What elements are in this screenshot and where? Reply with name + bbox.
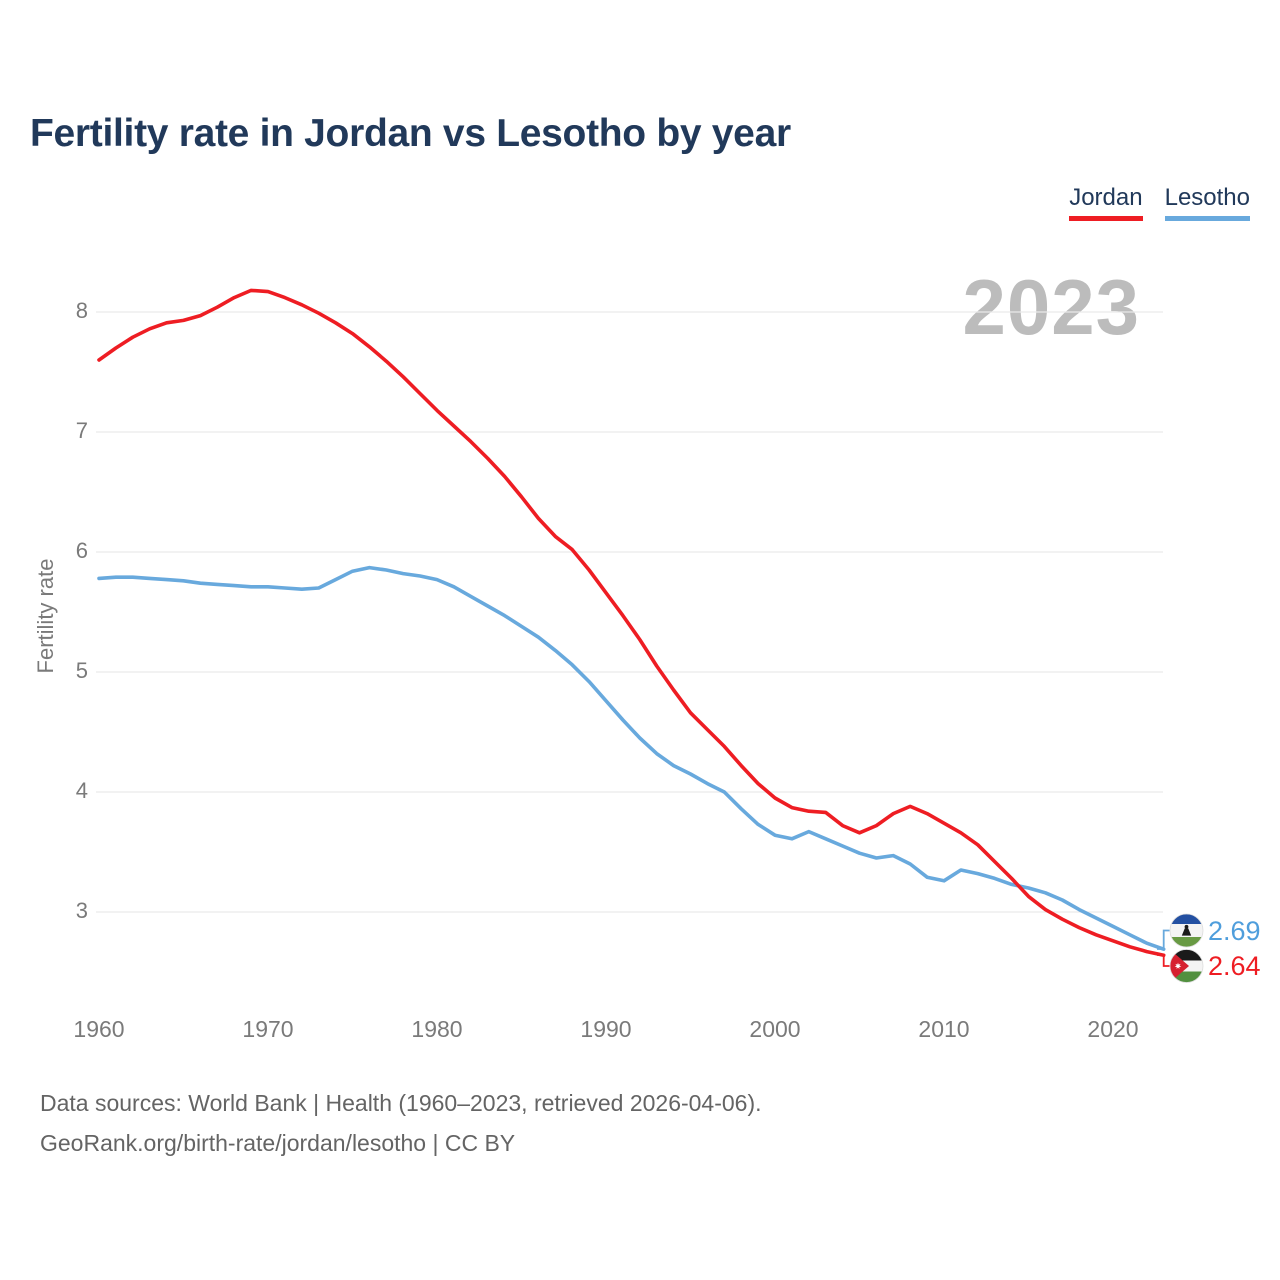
jordan-star	[1174, 962, 1182, 970]
legend-label-jordan: Jordan	[1069, 184, 1143, 211]
x-tick-2020: 2020	[1087, 1016, 1139, 1042]
y-tick-3: 3	[75, 898, 88, 923]
footer-sources-line: Data sources: World Bank | Health (1960–…	[40, 1090, 762, 1116]
x-tick-1980: 1980	[411, 1016, 463, 1042]
series-line-lesotho	[97, 565, 1166, 952]
lesotho-flag-icon	[1169, 913, 1204, 948]
year-watermark: 2023	[962, 263, 1140, 351]
end-value-lesotho: 2.69	[1208, 916, 1261, 946]
x-tick-1990: 1990	[580, 1016, 632, 1042]
x-tick-1960: 1960	[73, 1016, 125, 1042]
footer-attribution-line: GeoRank.org/birth-rate/jordan/lesotho | …	[40, 1130, 516, 1156]
x-tick-2010: 2010	[918, 1016, 970, 1042]
legend-item-jordan[interactable]: Jordan	[1069, 184, 1143, 222]
connector-lesotho	[1157, 929, 1170, 950]
y-tick-6: 6	[75, 538, 88, 563]
y-tick-4: 4	[75, 778, 88, 803]
y-tick-8: 8	[75, 298, 88, 323]
y-tick-7: 7	[75, 418, 88, 443]
y-tick-5: 5	[75, 658, 88, 683]
connector-jordan	[1157, 954, 1170, 967]
gridlines	[96, 311, 1163, 913]
footer: Data sources: World Bank | Health (1960–…	[40, 1083, 762, 1163]
legend-label-lesotho: Lesotho	[1164, 184, 1250, 211]
page-title: Fertility rate in Jordan vs Lesotho by y…	[30, 112, 791, 155]
x-tick-2000: 2000	[749, 1016, 801, 1042]
legend: Jordan Lesotho	[1069, 184, 1250, 222]
end-value-jordan: 2.64	[1208, 951, 1261, 981]
series-line-jordan	[97, 288, 1166, 958]
legend-item-lesotho[interactable]: Lesotho	[1164, 184, 1250, 222]
x-tick-1970: 1970	[242, 1016, 294, 1042]
jordan-flag-icon	[1169, 949, 1204, 983]
